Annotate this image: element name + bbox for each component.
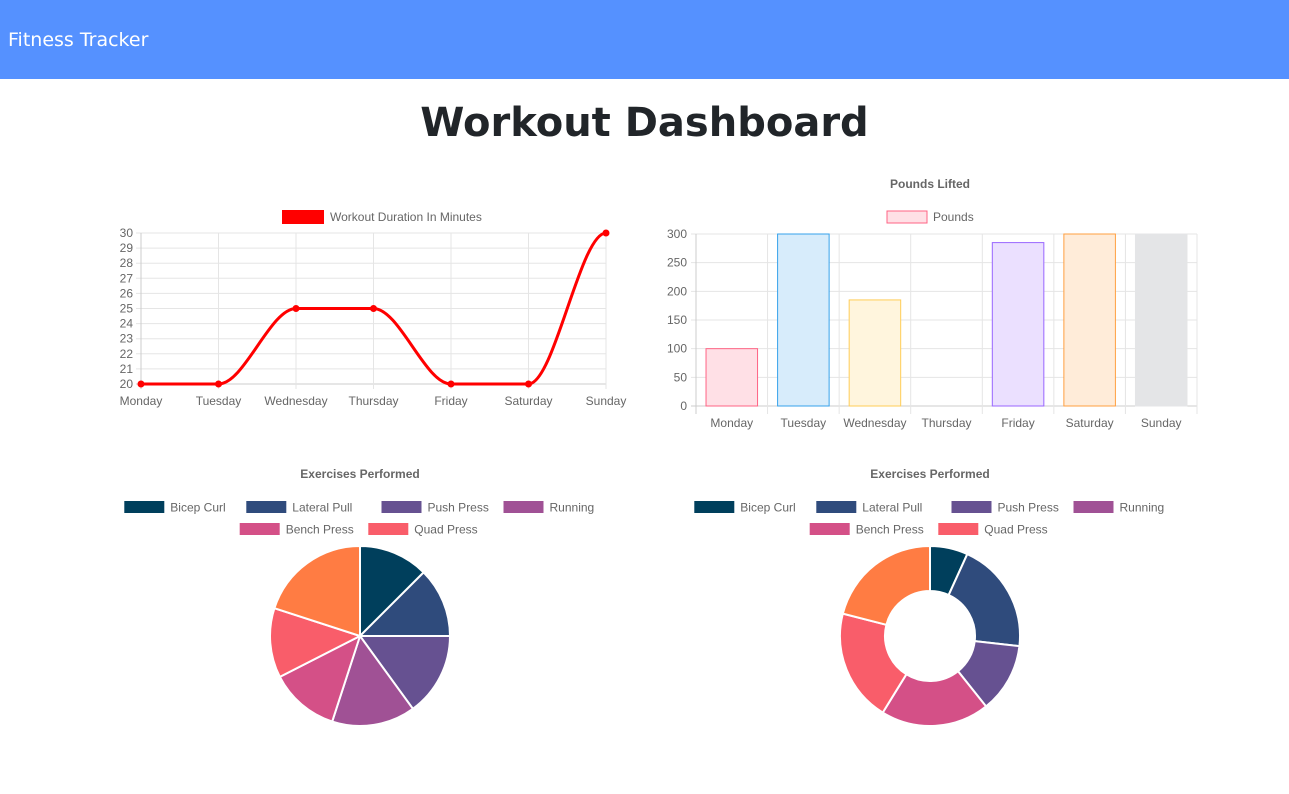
x-tick-label: Saturday xyxy=(1066,416,1114,430)
legend-swatch xyxy=(938,523,979,535)
legend-swatch xyxy=(816,501,857,513)
bar[interactable] xyxy=(777,233,830,407)
y-tick-label: 23 xyxy=(120,332,134,346)
pie-slice[interactable] xyxy=(330,633,415,727)
y-tick-label: 29 xyxy=(120,241,134,255)
legend-label[interactable]: Running xyxy=(550,501,595,515)
y-tick-label: 0 xyxy=(680,399,687,413)
brand-link[interactable]: Fitness Tracker xyxy=(8,28,149,51)
y-tick-label: 30 xyxy=(120,226,134,240)
y-tick-label: 22 xyxy=(120,347,134,361)
data-point[interactable] xyxy=(370,305,377,312)
bar[interactable] xyxy=(705,348,759,407)
pounds-bar-chart[interactable]: Pounds Lifted Pounds 0 50 100 150 200 250 300 Mon… xyxy=(660,170,1205,440)
legend-label[interactable]: Bench Press xyxy=(286,523,354,537)
exercises-pie-chart[interactable]: Exercises Performed Bicep Curl Lateral Pul… xyxy=(124,460,594,735)
legend-label[interactable]: Push Press xyxy=(428,501,489,515)
page-title: Workout Dashboard xyxy=(420,100,869,146)
chart-title: Exercises Performed xyxy=(300,467,419,481)
y-tick-label: 100 xyxy=(667,342,687,356)
x-tick-label: Friday xyxy=(434,394,467,408)
legend-swatch xyxy=(246,501,287,513)
legend-swatch xyxy=(381,501,422,513)
legend-label[interactable]: Quad Press xyxy=(984,523,1047,537)
pie-slice[interactable] xyxy=(358,635,452,711)
x-tick-label: Thursday xyxy=(348,394,398,408)
data-point[interactable] xyxy=(137,380,145,388)
x-tick-label: Tuesday xyxy=(781,416,827,430)
y-tick-label: 250 xyxy=(667,256,687,270)
bar[interactable] xyxy=(1134,233,1188,407)
bar[interactable] xyxy=(1063,233,1116,407)
legend-swatch xyxy=(503,501,544,513)
legend-swatch xyxy=(282,210,324,224)
x-tick-label: Saturday xyxy=(504,394,552,408)
pie-slice[interactable] xyxy=(278,634,362,723)
x-tick-label: Wednesday xyxy=(843,416,906,430)
x-tick-label: Sunday xyxy=(586,394,627,408)
y-tick-label: 28 xyxy=(120,256,134,270)
y-tick-label: 25 xyxy=(120,302,134,316)
legend-label[interactable]: Lateral Pull xyxy=(862,501,922,515)
series-line xyxy=(141,231,607,386)
y-tick-label: 50 xyxy=(674,370,688,384)
bar[interactable] xyxy=(991,242,1045,407)
legend-label[interactable]: Bench Press xyxy=(856,523,924,537)
legend-label[interactable]: Workout Duration In Minutes xyxy=(330,210,482,224)
x-tick-label: Friday xyxy=(1001,416,1034,430)
legend-swatch xyxy=(239,523,280,535)
pie-slice[interactable] xyxy=(273,544,361,638)
legend-swatch xyxy=(809,523,850,535)
navbar: Fitness Tracker xyxy=(0,0,1289,79)
y-tick-label: 24 xyxy=(120,317,134,331)
x-tick-label: Tuesday xyxy=(196,394,242,408)
legend-label[interactable]: Bicep Curl xyxy=(170,501,225,515)
legend-swatch xyxy=(886,210,928,224)
legend-label[interactable]: Running xyxy=(1120,501,1165,515)
legend-label[interactable]: Pounds xyxy=(933,210,974,224)
legend-label[interactable]: Quad Press xyxy=(414,523,477,537)
data-point[interactable] xyxy=(292,305,300,312)
chart-title: Pounds Lifted xyxy=(890,177,970,191)
data-point[interactable] xyxy=(215,380,222,388)
x-tick-label: Wednesday xyxy=(264,394,327,408)
y-tick-label: 300 xyxy=(667,227,687,241)
data-point[interactable] xyxy=(602,229,610,237)
y-tick-label: 21 xyxy=(120,362,134,376)
x-tick-label: Thursday xyxy=(921,416,971,430)
pie-slice[interactable] xyxy=(269,606,363,679)
y-tick-label: 150 xyxy=(667,313,687,327)
legend-label[interactable]: Bicep Curl xyxy=(740,501,795,515)
x-tick-label: Monday xyxy=(120,394,163,408)
chart-title: Exercises Performed xyxy=(870,467,989,481)
exercises-doughnut-chart[interactable]: Exercises Performed Bicep Curl Lateral Pul… xyxy=(694,460,1164,735)
x-tick-label: Monday xyxy=(710,416,753,430)
legend-swatch xyxy=(124,501,165,513)
legend-swatch xyxy=(694,501,735,513)
x-tick-label: Sunday xyxy=(1141,416,1182,430)
y-tick-label: 27 xyxy=(120,271,134,285)
pie-slice[interactable] xyxy=(359,544,426,639)
data-point[interactable] xyxy=(525,380,532,388)
legend-label[interactable]: Push Press xyxy=(998,501,1059,515)
data-point[interactable] xyxy=(447,380,455,388)
y-tick-label: 200 xyxy=(667,284,687,298)
y-tick-label: 26 xyxy=(120,286,134,300)
legend-swatch xyxy=(368,523,409,535)
pie-slice[interactable] xyxy=(357,570,452,637)
y-tick-label: 20 xyxy=(120,377,134,391)
doughnut-slice[interactable] xyxy=(841,544,931,627)
legend-label[interactable]: Lateral Pull xyxy=(292,501,352,515)
bar[interactable] xyxy=(848,299,902,407)
legend-swatch xyxy=(1073,501,1114,513)
legend-swatch xyxy=(951,501,992,513)
